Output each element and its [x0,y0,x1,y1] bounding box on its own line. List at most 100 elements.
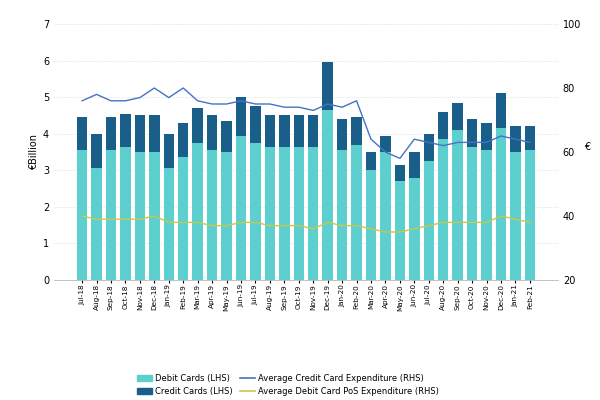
Bar [293,146,304,280]
Average Debit Card PoS Expenditure (RHS) [151,214,158,218]
Y-axis label: €Billion: €Billion [29,134,39,170]
Bar [236,97,246,136]
Bar [366,170,376,280]
Bar [337,150,347,280]
Bar [279,116,290,146]
Bar [452,130,463,280]
Legend: Debit Cards (LHS), Credit Cards (LHS), Average Credit Card Expenditure (RHS), Av: Debit Cards (LHS), Credit Cards (LHS), A… [137,374,439,396]
Bar [352,145,362,280]
Bar [380,152,391,280]
Bar [279,146,290,280]
Bar [164,134,174,168]
Average Credit Card Expenditure (RHS) [151,86,158,90]
Average Credit Card Expenditure (RHS) [396,156,403,161]
Bar [409,178,419,280]
Average Credit Card Expenditure (RHS) [238,98,245,103]
Average Debit Card PoS Expenditure (RHS) [526,220,533,225]
Average Debit Card PoS Expenditure (RHS) [122,217,129,222]
Bar [496,94,506,128]
Bar [409,152,419,178]
Bar [510,152,521,280]
Average Credit Card Expenditure (RHS) [483,140,490,145]
Average Credit Card Expenditure (RHS) [281,105,288,110]
Bar [510,126,521,152]
Average Credit Card Expenditure (RHS) [526,140,533,145]
Average Debit Card PoS Expenditure (RHS) [382,230,389,234]
Average Credit Card Expenditure (RHS) [194,98,201,103]
Y-axis label: €: € [584,142,590,152]
Bar [481,150,492,280]
Bar [481,123,492,150]
Average Debit Card PoS Expenditure (RHS) [281,223,288,228]
Bar [293,116,304,146]
Bar [193,143,203,280]
Bar [221,152,232,280]
Average Credit Card Expenditure (RHS) [252,102,259,106]
Average Debit Card PoS Expenditure (RHS) [512,217,519,222]
Average Debit Card PoS Expenditure (RHS) [497,214,505,218]
Bar [250,106,260,143]
Average Debit Card PoS Expenditure (RHS) [310,226,317,231]
Bar [395,165,405,181]
Bar [77,150,88,280]
Bar [496,128,506,280]
Average Credit Card Expenditure (RHS) [425,140,433,145]
Bar [424,134,434,161]
Average Debit Card PoS Expenditure (RHS) [367,226,374,231]
Average Debit Card PoS Expenditure (RHS) [469,220,476,225]
Bar [120,146,131,280]
Average Debit Card PoS Expenditure (RHS) [396,230,403,234]
Bar [193,108,203,143]
Average Credit Card Expenditure (RHS) [266,102,274,106]
Bar [120,114,131,146]
Bar [164,168,174,280]
Average Credit Card Expenditure (RHS) [179,86,187,90]
Average Credit Card Expenditure (RHS) [93,92,100,97]
Bar [380,136,391,152]
Bar [91,168,102,280]
Average Credit Card Expenditure (RHS) [454,140,461,145]
Bar [221,121,232,152]
Bar [134,152,145,280]
Bar [149,116,160,152]
Average Credit Card Expenditure (RHS) [165,95,172,100]
Average Debit Card PoS Expenditure (RHS) [93,217,100,222]
Average Credit Card Expenditure (RHS) [295,105,302,110]
Bar [250,143,260,280]
Average Debit Card PoS Expenditure (RHS) [194,220,201,225]
Bar [149,152,160,280]
Average Credit Card Expenditure (RHS) [497,134,505,138]
Line: Average Credit Card Expenditure (RHS): Average Credit Card Expenditure (RHS) [82,88,530,158]
Line: Average Debit Card PoS Expenditure (RHS): Average Debit Card PoS Expenditure (RHS) [82,216,530,232]
Average Credit Card Expenditure (RHS) [469,140,476,145]
Bar [178,123,188,158]
Average Credit Card Expenditure (RHS) [107,98,115,103]
Bar [395,181,405,280]
Average Debit Card PoS Expenditure (RHS) [266,223,274,228]
Bar [438,112,448,139]
Bar [366,152,376,170]
Average Credit Card Expenditure (RHS) [209,102,216,106]
Average Credit Card Expenditure (RHS) [367,137,374,142]
Average Debit Card PoS Expenditure (RHS) [324,220,331,225]
Average Debit Card PoS Expenditure (RHS) [483,220,490,225]
Average Debit Card PoS Expenditure (RHS) [238,220,245,225]
Average Debit Card PoS Expenditure (RHS) [252,220,259,225]
Bar [134,116,145,152]
Bar [467,146,478,280]
Average Credit Card Expenditure (RHS) [382,150,389,154]
Average Credit Card Expenditure (RHS) [338,105,346,110]
Average Credit Card Expenditure (RHS) [411,137,418,142]
Average Debit Card PoS Expenditure (RHS) [295,223,302,228]
Bar [236,136,246,280]
Average Credit Card Expenditure (RHS) [79,98,86,103]
Bar [322,110,333,280]
Average Credit Card Expenditure (RHS) [223,102,230,106]
Bar [322,62,333,110]
Average Debit Card PoS Expenditure (RHS) [411,226,418,231]
Average Debit Card PoS Expenditure (RHS) [440,220,447,225]
Average Debit Card PoS Expenditure (RHS) [165,220,172,225]
Average Debit Card PoS Expenditure (RHS) [338,223,346,228]
Average Credit Card Expenditure (RHS) [122,98,129,103]
Average Debit Card PoS Expenditure (RHS) [353,223,360,228]
